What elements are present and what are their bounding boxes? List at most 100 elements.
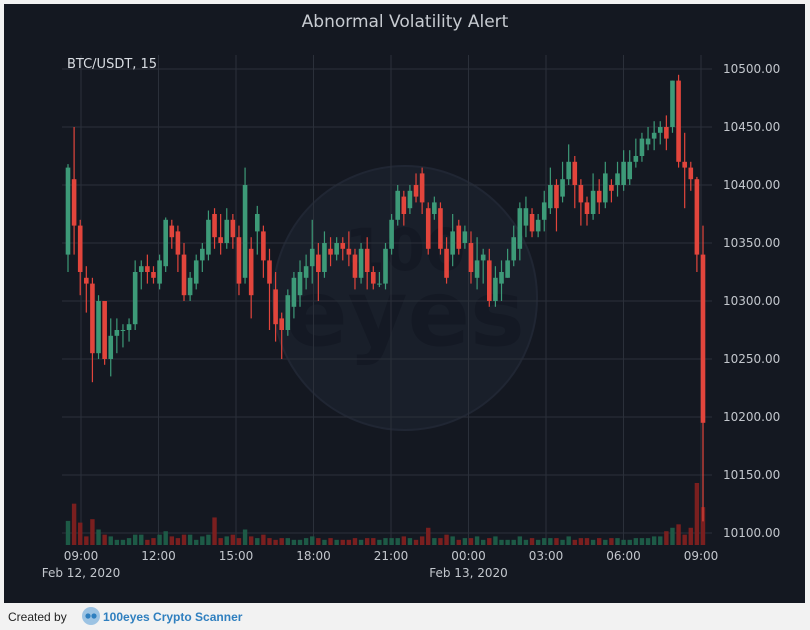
candle-body <box>352 254 358 278</box>
volume-bar <box>627 539 632 545</box>
candle-body <box>285 295 291 330</box>
volume-bar <box>438 538 443 545</box>
y-axis: 10100.00 10150.00 10200.00 10250.00 10300.00… <box>723 62 780 540</box>
candle-body <box>334 243 339 255</box>
volume-bar <box>139 534 144 545</box>
candle-body <box>273 289 278 325</box>
volume-bar <box>255 538 260 545</box>
volume-bar <box>419 536 425 545</box>
volume-bar <box>108 536 113 545</box>
candle-body <box>529 214 535 232</box>
candle-body <box>77 225 83 272</box>
volume-bar <box>126 538 132 545</box>
candle-body <box>261 231 266 261</box>
candle-body <box>548 185 553 209</box>
y-tick-label: 10350.00 <box>723 236 780 250</box>
volume-bar <box>645 538 651 545</box>
volume-bar <box>651 536 657 545</box>
volume-bar <box>468 538 474 545</box>
volume-bar <box>444 534 449 545</box>
volume-bar <box>267 538 272 545</box>
volume-bar <box>474 536 480 545</box>
candle-body <box>65 167 71 255</box>
candle-body <box>432 202 437 214</box>
x-tick-label: 00:00 <box>451 549 486 563</box>
volume-bar <box>456 539 461 545</box>
candle-body <box>584 202 590 214</box>
volume-bar <box>200 536 205 545</box>
candle-body <box>578 185 584 203</box>
candle-body <box>102 301 107 359</box>
volume-bar <box>462 538 468 545</box>
candle-body <box>627 161 633 180</box>
x-axis: 09:00 Feb 12, 2020 12:00 15:00 18:00 21:00 00:… <box>42 549 719 580</box>
candle-body <box>590 190 596 214</box>
candle-body <box>474 260 480 278</box>
candle-body <box>657 127 663 133</box>
volume-bar <box>261 534 266 545</box>
volume-bar <box>291 539 297 545</box>
volume-bar <box>450 536 455 545</box>
volume-bar <box>615 538 620 545</box>
volume-bar <box>279 538 284 545</box>
volume-bar <box>529 538 535 545</box>
volume-bar <box>310 536 315 545</box>
100eyes-logo-icon[interactable] <box>80 606 102 626</box>
volume-bar <box>499 539 504 545</box>
candle-body <box>523 208 529 226</box>
candle-body <box>505 260 510 278</box>
candle-body <box>688 167 694 180</box>
volume-bar <box>590 539 596 545</box>
y-tick-label: 10100.00 <box>723 526 780 540</box>
footer: Created by <box>0 603 810 630</box>
brand-link[interactable]: 100eyes Crypto Scanner <box>103 610 243 624</box>
volume-bar <box>224 536 229 545</box>
candle-body <box>541 202 547 220</box>
candle-body <box>572 161 578 185</box>
volume-bar <box>548 538 553 545</box>
volume-bar <box>401 536 407 545</box>
volume-bar <box>676 524 681 545</box>
candle-body <box>145 266 150 272</box>
candle-body <box>279 318 285 330</box>
candle-body <box>615 173 620 185</box>
x-date-label: Feb 13, 2020 <box>429 566 508 580</box>
candle-body <box>694 179 700 255</box>
volume-bar <box>285 538 291 545</box>
volume-bar <box>664 531 669 545</box>
volume-bar <box>181 534 187 545</box>
volume-bar <box>700 507 706 545</box>
candle-body <box>96 301 101 354</box>
candle-body <box>499 272 504 284</box>
candle-body <box>71 179 77 226</box>
candlestick-chart: 100 eyes 10100.0010150.0010200.0010250.0… <box>42 55 780 580</box>
candle-body <box>486 260 492 301</box>
candle-body <box>212 214 217 238</box>
candle-body <box>218 237 223 243</box>
volume-bar <box>151 538 156 545</box>
candle-body <box>169 225 175 238</box>
candle-body <box>120 330 126 331</box>
volume-bar <box>395 538 400 545</box>
candle-body <box>200 248 205 261</box>
candle-body <box>419 173 425 203</box>
x-tick-label: 21:00 <box>374 549 409 563</box>
created-by-label: Created by <box>8 610 67 624</box>
volume-bar <box>273 539 278 545</box>
volume-bar <box>487 538 492 545</box>
volume-bar <box>120 539 126 545</box>
y-tick-label: 10250.00 <box>723 352 780 366</box>
candle-body <box>566 161 571 180</box>
candle-body <box>126 324 132 330</box>
candle-body <box>664 127 669 139</box>
candle-body <box>224 219 230 243</box>
y-tick-label: 10400.00 <box>723 178 780 192</box>
y-tick-label: 10450.00 <box>723 120 780 134</box>
volume-bar <box>407 538 413 545</box>
y-tick-label: 10300.00 <box>723 294 780 308</box>
volume-bar <box>371 538 376 545</box>
candle-body <box>700 254 706 423</box>
volume-bar <box>682 534 687 545</box>
volume-bar <box>114 539 120 545</box>
volume-bars <box>65 483 706 545</box>
